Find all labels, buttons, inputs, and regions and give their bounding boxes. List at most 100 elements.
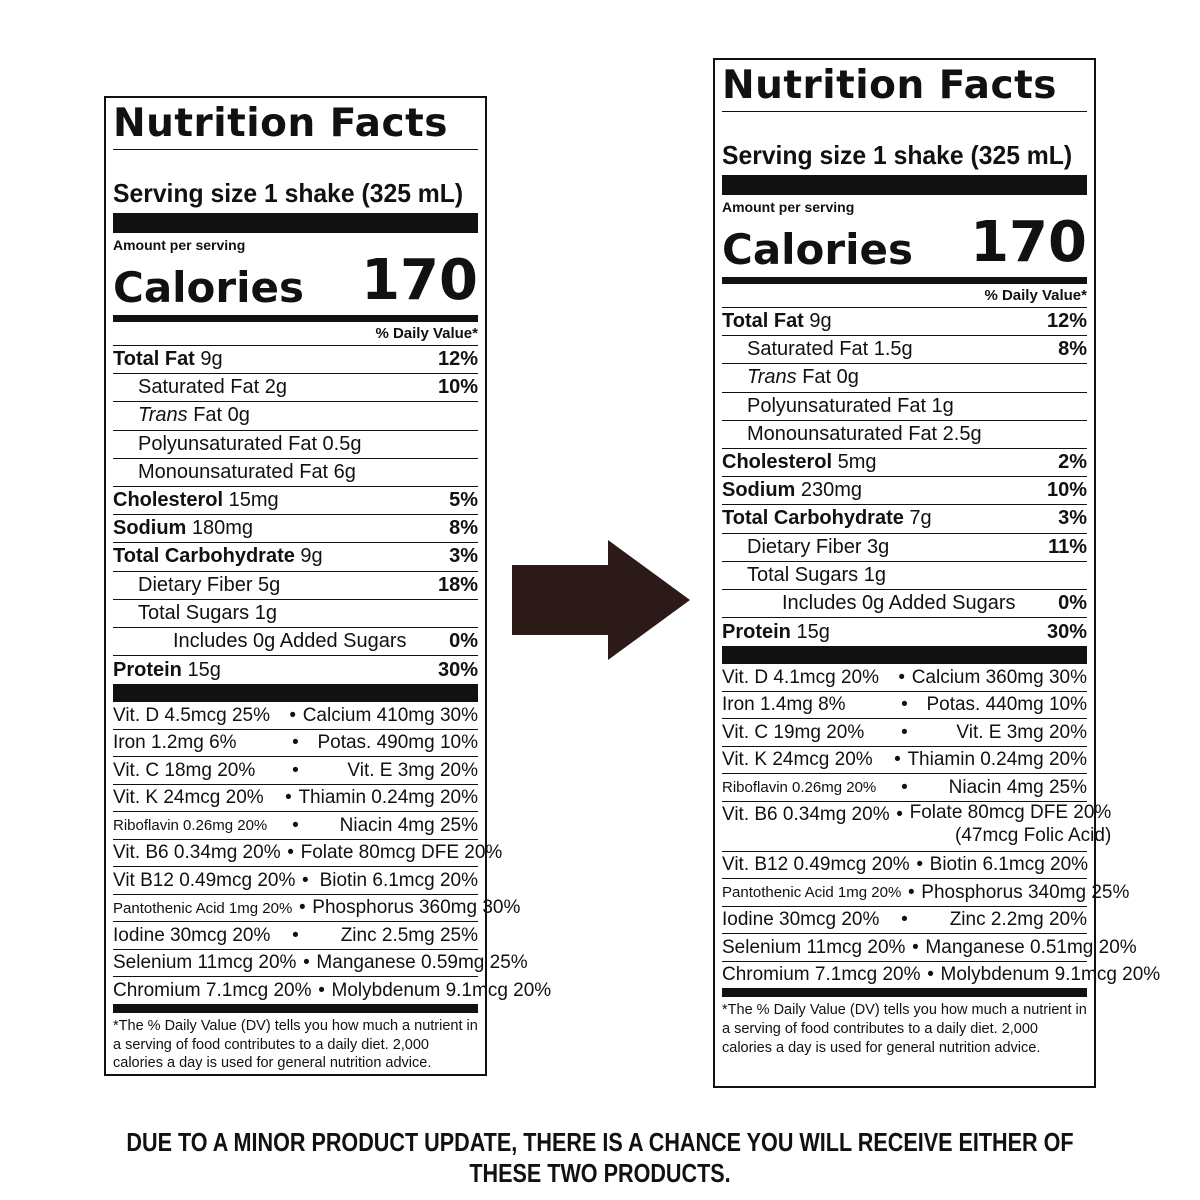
vitamin-left: Vit. B12 0.49mcg 20%: [722, 854, 910, 875]
nutrient-name: Sodium 180mg: [113, 517, 253, 540]
nutrition-label-current: Nutrition Facts Serving size 1 shake (32…: [104, 96, 551, 1076]
bullet-separator: •: [318, 979, 325, 1001]
vitamin-right: Thiamin 0.24mg 20%: [907, 749, 1087, 770]
nutrient-daily-value: 30%: [1046, 620, 1087, 643]
vitamin-right: Potas. 440mg 10%: [926, 694, 1087, 715]
bullet-separator: •: [289, 704, 297, 726]
nutrient-name: Dietary Fiber 3g: [722, 536, 889, 559]
vitamin-left: Chromium 7.1mcg 20%: [113, 979, 312, 1001]
vitamin-left: Vit. C 18mg 20%: [113, 759, 256, 781]
medium-divider: [722, 989, 1087, 998]
vitamin-row: Vit. B6 0.34mg 20% • Folate 80mcg DFE 20% …: [722, 802, 1111, 852]
bullet-separator: •: [898, 666, 906, 688]
nutrient-name: Polyunsaturated Fat 1g: [722, 395, 954, 418]
nutrient-bold-name: Protein: [113, 658, 182, 681]
nutrient-name: Total Sugars 1g: [113, 602, 277, 625]
calories-row: Calories 170: [113, 253, 478, 315]
vitamin-right: Manganese 0.51mg 20%: [925, 936, 1137, 958]
nutrient-row: Monounsaturated Fat 2.5g: [722, 421, 1087, 449]
nutrient-list: Total Fat 9g 12% Saturated Fat 2g 10% Trans …: [113, 346, 478, 684]
vitamin-left: Pantothenic Acid 1mg 20%: [113, 899, 293, 917]
nutrient-row: Saturated Fat 1.5g 8%: [722, 336, 1087, 365]
nutrient-bold-name: Cholesterol: [113, 489, 224, 512]
nutrient-daily-value: 11%: [1048, 535, 1087, 558]
nutrient-daily-value: 0%: [449, 629, 478, 652]
nutrient-amount: Monounsaturated Fat 2.5g: [747, 422, 982, 445]
vitamin-row: Iodine 30mcg 20% • Zinc 2.2mg 20%: [722, 907, 1087, 935]
nutrient-row: Total Fat 9g 12%: [113, 346, 478, 375]
bullet-separator: •: [285, 787, 292, 808]
bullet-separator: •: [907, 881, 915, 903]
vitamin-left: Pantothenic Acid 1mg 20%: [722, 884, 902, 901]
bullet-separator: •: [292, 759, 299, 781]
vitamin-row: Iron 1.4mg 8% • Potas. 440mg 10%: [722, 692, 1087, 720]
calories-label: Calories: [113, 263, 305, 312]
thick-divider: [113, 684, 478, 703]
nutrient-name: Protein 15g: [113, 659, 221, 682]
bullet-separator: •: [894, 749, 901, 770]
daily-value-header: % Daily Value*: [722, 284, 1087, 308]
vitamin-row: Vit. K 24mcg 20% • Thiamin 0.24mg 20%: [113, 785, 478, 813]
nutrient-name: Polyunsaturated Fat 0.5g: [113, 433, 361, 456]
medium-divider: [113, 315, 478, 322]
nutrient-name: Saturated Fat 2g: [113, 376, 287, 399]
nutrient-row: Sodium 230mg 10%: [722, 477, 1087, 506]
nutrient-amount: Dietary Fiber 5g: [138, 573, 281, 596]
vitamin-right: Manganese 0.59mg 25%: [316, 952, 528, 973]
vitamin-left: Iodine 30mcg 20%: [113, 924, 271, 946]
nutrient-name: Includes 0g Added Sugars: [113, 630, 407, 653]
footnote: *The % Daily Value (DV) tells you how mu…: [722, 1002, 1087, 1056]
vitamin-left: Vit B12 0.49mcg 20%: [113, 869, 296, 891]
daily-value-header: % Daily Value*: [113, 322, 478, 346]
nutrient-name: Cholesterol 5mg: [722, 451, 877, 474]
bullet-separator: •: [287, 842, 294, 863]
vitamin-left: Vit. C 19mg 20%: [722, 721, 865, 743]
vitamin-right: Niacin 4mg 25%: [948, 776, 1087, 798]
bullet-separator: •: [896, 803, 903, 825]
thick-divider: [113, 213, 478, 233]
nutrient-daily-value: 3%: [449, 545, 478, 568]
vitamin-right: Calcium 410mg 30%: [302, 704, 478, 726]
vitamin-right: Molybdenum 9.1mcg 20%: [940, 964, 1161, 985]
vitamin-left: Vit. B6 0.34mg 20%: [113, 842, 281, 863]
nutrient-bold-name: Total Fat: [113, 348, 195, 371]
nutrient-name: Sodium 230mg: [722, 479, 862, 502]
nutrient-amount: Dietary Fiber 3g: [747, 535, 890, 558]
bullet-separator: •: [292, 814, 299, 836]
nutrient-list: Total Fat 9g 12% Saturated Fat 1.5g 8% Trans…: [722, 308, 1087, 646]
nutrient-amount: Saturated Fat 1.5g: [747, 338, 913, 361]
amount-per-serving: Amount per serving: [722, 199, 855, 215]
nutrient-row: Polyunsaturated Fat 0.5g: [113, 431, 478, 459]
bullet-separator: •: [916, 854, 923, 875]
nutrient-name: Protein 15g: [722, 621, 830, 644]
nutrient-row: Trans Fat 0g: [722, 364, 1087, 393]
footnote: *The % Daily Value (DV) tells you how mu…: [113, 1017, 478, 1072]
nutrient-row: Polyunsaturated Fat 1g: [722, 393, 1087, 421]
vitamin-right: Zinc 2.5mg 25%: [340, 924, 478, 946]
vitamin-left: Vit. K 24mcg 20%: [722, 749, 873, 770]
bullet-separator: •: [912, 936, 919, 958]
bullet-separator: •: [901, 721, 908, 743]
vitamin-left: Iron 1.2mg 6%: [113, 732, 237, 753]
nutrient-daily-value: 10%: [1046, 479, 1087, 502]
nutrient-amount: 9g: [803, 310, 832, 333]
bullet-separator: •: [302, 869, 309, 891]
nutrient-bold-name: Total Fat: [722, 310, 804, 333]
vitamin-right: Folate 80mcg DFE 20% (47mcg Folic Acid): [909, 801, 1112, 846]
label-title: Nutrition Facts: [113, 98, 478, 150]
nutrient-row: Cholesterol 15mg 5%: [113, 487, 478, 516]
nutrient-amount: Polyunsaturated Fat 1g: [747, 394, 954, 417]
nutrient-daily-value: 30%: [437, 658, 478, 681]
vitamin-right: Vit. E 3mg 20%: [347, 759, 478, 781]
vitamin-row: Vit. C 19mg 20% • Vit. E 3mg 20%: [722, 719, 1087, 747]
nutrient-italic-name: Trans: [747, 366, 797, 389]
nutrient-amount: Includes 0g Added Sugars: [782, 591, 1016, 614]
nutrient-row: Dietary Fiber 3g 11%: [722, 534, 1087, 562]
nutrient-italic-name: Trans: [138, 404, 188, 427]
arrow-right-icon: [512, 540, 690, 660]
nutrient-bold-name: Total Carbohydrate: [113, 545, 295, 568]
vitamin-left: Iron 1.4mg 8%: [722, 694, 846, 715]
nutrient-row: Total Carbohydrate 9g 3%: [113, 543, 478, 572]
vitamin-row: Iodine 30mcg 20% • Zinc 2.5mg 25%: [113, 922, 478, 950]
vitamin-left: Selenium 11mcg 20%: [113, 952, 297, 973]
